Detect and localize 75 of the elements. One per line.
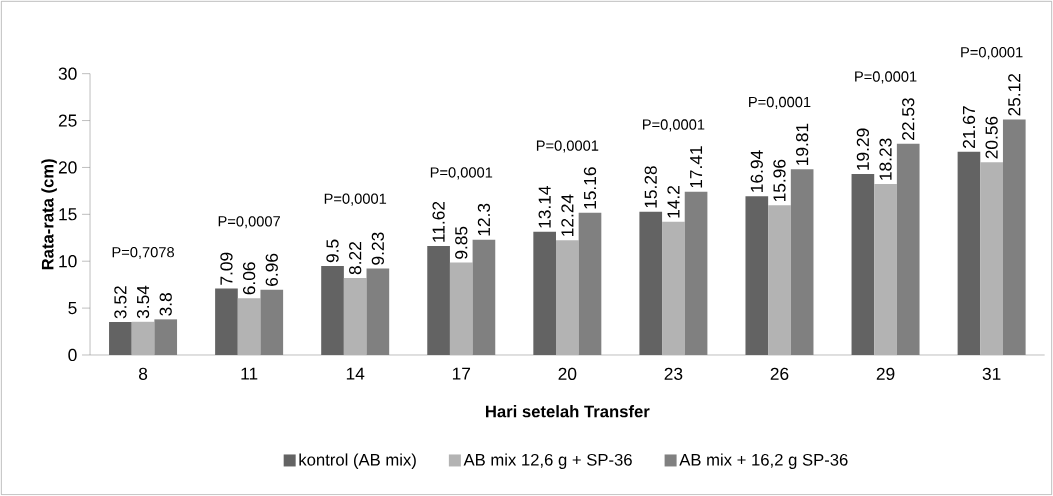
bar [109, 321, 132, 355]
data-label: 11.62 [432, 201, 445, 242]
data-label: 15.28 [644, 166, 657, 208]
annotation: P=0,0001 [536, 140, 599, 153]
annotation: P=0,0001 [643, 119, 705, 132]
annotation: P=0,7078 [112, 246, 174, 260]
data-label: 22.53 [902, 98, 915, 140]
bar [980, 162, 1003, 355]
data-label: 12.24 [561, 194, 574, 236]
data-label: 3.52 [114, 286, 127, 319]
y-tick-label: 15 [59, 208, 77, 221]
bar [957, 151, 981, 355]
y-tick-label: 20 [58, 161, 77, 174]
x-tick-label: 29 [876, 367, 895, 380]
legend-label: AB mix + 16,2 g SP-36 [679, 453, 848, 469]
bar [745, 196, 769, 355]
x-tick-label: 17 [452, 367, 471, 380]
x-tick-label: 8 [138, 367, 148, 380]
annotation: P=0,0001 [324, 193, 387, 206]
x-tick-label: 14 [346, 367, 365, 380]
x-tick-label: 11 [241, 367, 258, 380]
x-tick-label: 31 [982, 367, 1001, 380]
data-label: 19.81 [796, 123, 809, 165]
data-label: 20.56 [985, 116, 998, 159]
bar [662, 221, 685, 355]
legend-label: kontrol (AB mix) [299, 453, 416, 469]
data-label: 6.96 [265, 253, 278, 286]
data-label: 19.29 [856, 128, 870, 170]
y-tick-label: 0 [68, 348, 77, 362]
x-tick-label: 20 [558, 367, 577, 380]
data-label: 15.16 [583, 167, 597, 209]
data-label: 13.14 [538, 185, 551, 228]
bar [237, 298, 261, 355]
bar [768, 205, 791, 355]
data-label: 21.67 [962, 106, 976, 148]
data-label: 8.22 [349, 242, 362, 275]
bar [427, 246, 450, 355]
data-label: 14.2 [667, 186, 680, 218]
data-label: 25.12 [1008, 74, 1021, 116]
bar [215, 288, 238, 355]
annotation: P=0,0001 [749, 96, 811, 109]
data-label: 12.3 [477, 203, 491, 236]
data-label: 6.06 [242, 262, 256, 295]
y-tick-label: 10 [59, 255, 77, 268]
y-axis-title: Rata-rata (cm) [41, 159, 57, 270]
bar [131, 321, 155, 355]
annotation: P=0,0001 [430, 167, 493, 180]
x-tick-label: 23 [664, 367, 683, 380]
annotation: P=0,0001 [855, 71, 917, 84]
legend-label: AB mix 12,6 g + SP-36 [463, 453, 632, 469]
data-label: 3.8 [159, 293, 172, 316]
data-label: 15.96 [773, 159, 786, 202]
bar [343, 277, 367, 355]
data-label: 9.5 [326, 239, 339, 263]
bar [851, 174, 875, 355]
data-label: 18.23 [879, 138, 892, 180]
y-tick-label: 30 [58, 67, 77, 80]
data-label: 17.41 [690, 146, 703, 188]
y-tick-label: 5 [68, 302, 77, 315]
bar [321, 265, 344, 355]
x-tick-label: 26 [770, 367, 789, 380]
x-axis-title: Hari setelah Transfer [486, 405, 650, 418]
bar [449, 262, 473, 355]
y-tick-label: 25 [58, 114, 77, 127]
data-label: 9.85 [455, 226, 468, 259]
data-label: 9.23 [371, 232, 384, 265]
data-label: 7.09 [220, 252, 233, 285]
data-label: 16.94 [750, 150, 763, 192]
bar [874, 184, 897, 355]
data-label: 3.54 [136, 285, 150, 319]
bar [639, 211, 663, 355]
bar [533, 231, 556, 355]
annotation: P=0,0007 [218, 216, 280, 229]
text: P=0,0001 [961, 47, 1023, 60]
bar [556, 240, 579, 355]
